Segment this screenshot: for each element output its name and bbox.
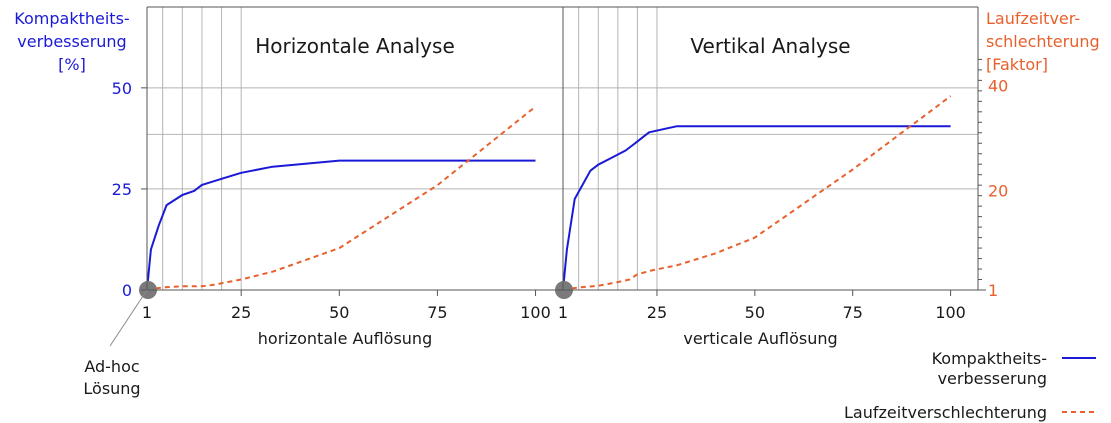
x-tick-label: 50 <box>745 303 765 322</box>
x-tick-label: 75 <box>427 303 447 322</box>
right-axis-label: schlechterung <box>986 32 1100 51</box>
series-line-laufzeit <box>562 95 952 291</box>
left-tick-label: 25 <box>112 180 132 199</box>
right-tick-label: 1 <box>988 281 998 300</box>
right-tick-label: 20 <box>988 181 1008 200</box>
x-tick-label: 1 <box>558 303 568 322</box>
annotation-leader-line <box>109 289 148 347</box>
panel-title: Vertikal Analyse <box>690 34 850 58</box>
series-line-kompaktheit <box>562 125 951 291</box>
x-tick-label: 100 <box>935 303 966 322</box>
right-tick-label: 40 <box>988 77 1008 96</box>
x-axis-label: horizontale Auflösung <box>258 329 432 348</box>
x-tick-label: 1 <box>142 303 152 322</box>
x-axis-label: verticale Auflösung <box>683 329 837 348</box>
annotation-text: Ad-hoc <box>84 357 139 376</box>
legend-label: verbesserung <box>938 369 1047 388</box>
x-tick-label: 100 <box>520 303 551 322</box>
series-line-laufzeit <box>146 105 537 291</box>
x-tick-label: 25 <box>647 303 667 322</box>
left-axis-label: Kompaktheits- <box>14 9 129 28</box>
annotation-text: Lösung <box>83 379 140 398</box>
left-axis-label: verbesserung <box>17 32 126 51</box>
legend-label: Laufzeitverschlechterung <box>844 403 1047 422</box>
series-line-kompaktheit <box>146 159 536 291</box>
panel-title: Horizontale Analyse <box>255 34 455 58</box>
left-axis-label: [%] <box>58 55 86 74</box>
x-tick-label: 50 <box>329 303 349 322</box>
left-tick-label: 0 <box>122 281 132 300</box>
legend-label: Kompaktheits- <box>932 349 1047 368</box>
right-axis-label: Laufzeitver- <box>986 9 1080 28</box>
x-tick-label: 25 <box>231 303 251 322</box>
right-axis-label: [Faktor] <box>986 55 1048 74</box>
x-tick-label: 75 <box>843 303 863 322</box>
left-tick-label: 50 <box>112 79 132 98</box>
